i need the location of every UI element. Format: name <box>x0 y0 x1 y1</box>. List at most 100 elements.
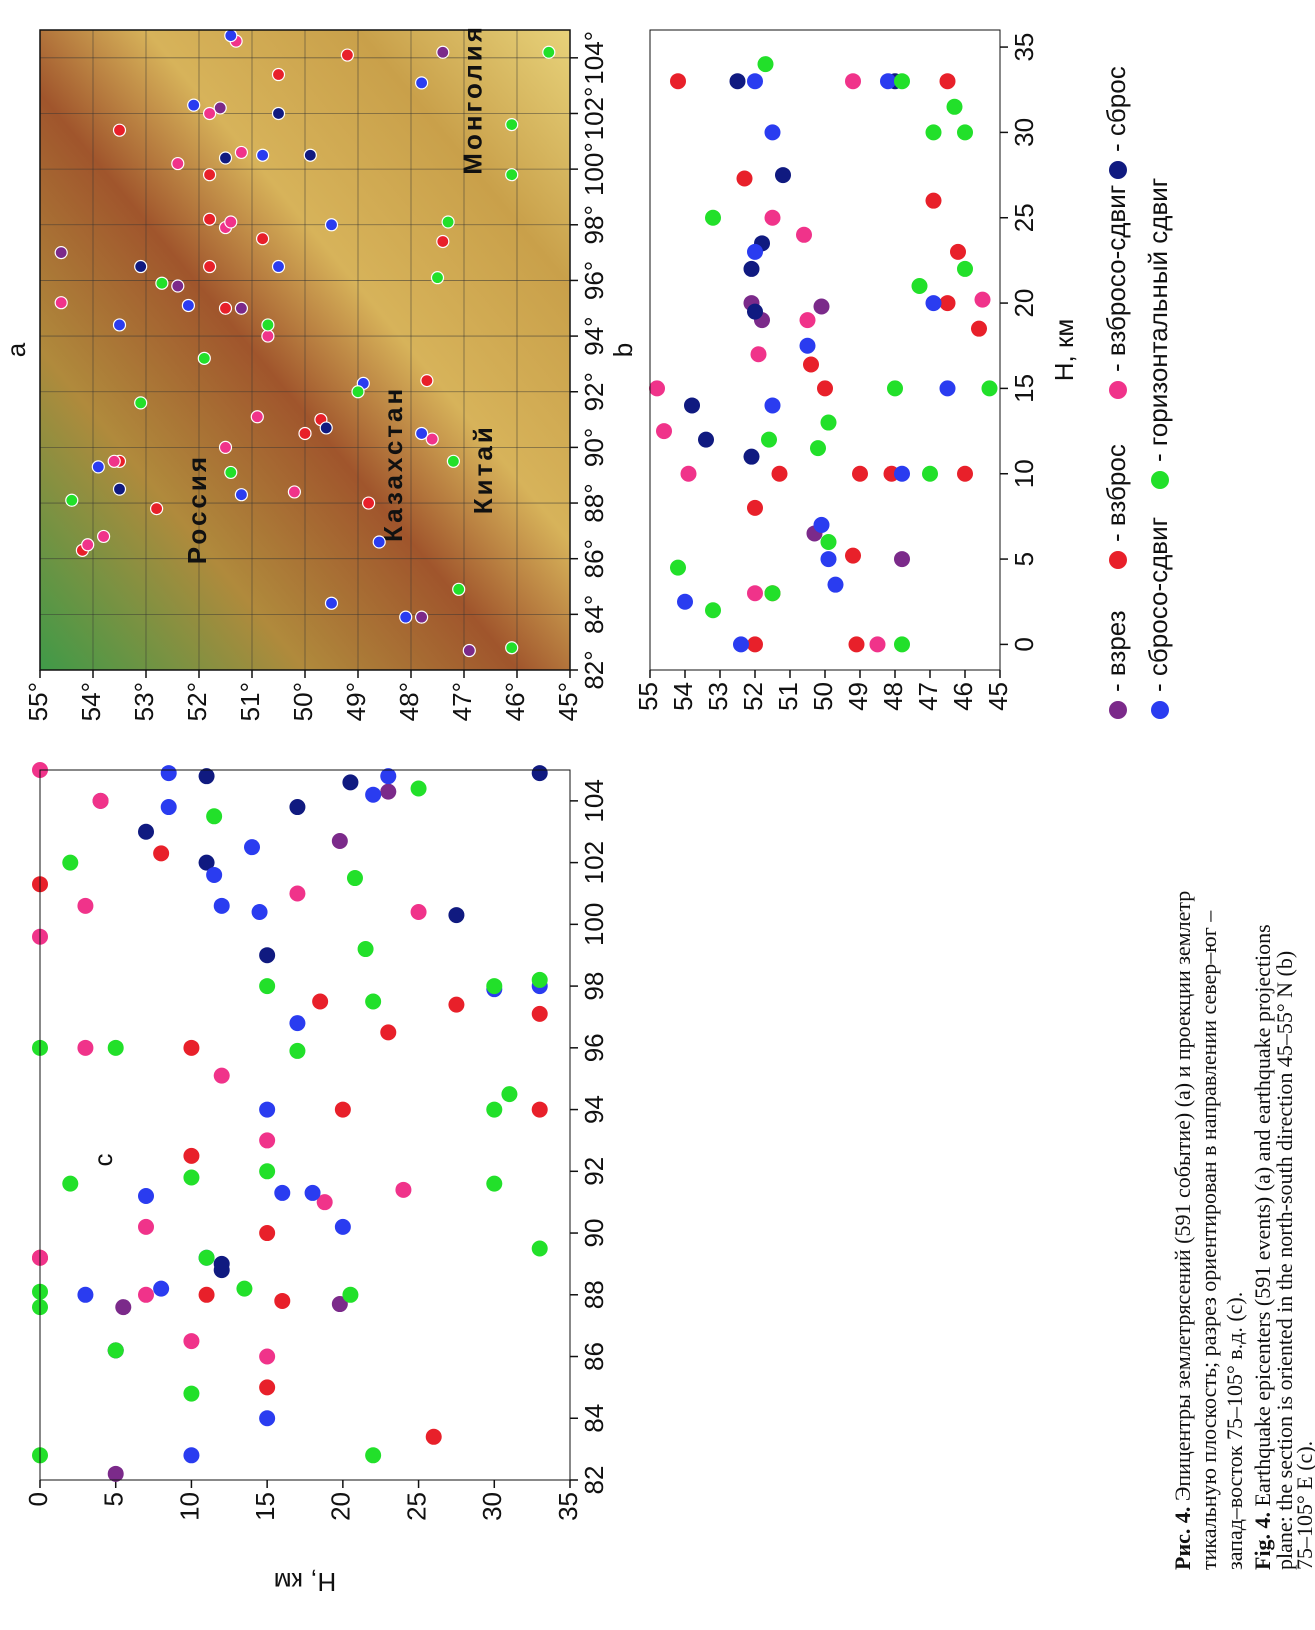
plot-frame <box>650 30 1000 670</box>
point <box>326 219 338 231</box>
point <box>894 636 910 652</box>
point <box>252 904 268 920</box>
y-tick-label: 51° <box>235 682 265 721</box>
point <box>108 455 120 467</box>
point <box>352 386 364 398</box>
point <box>257 149 269 161</box>
point <box>66 494 78 506</box>
x-tick-label: 96 <box>579 1033 609 1062</box>
caption-ru-1: Рис. 4. Эпицентры землетрясений (591 соб… <box>1170 891 1195 1570</box>
x-tick-label: 82 <box>579 1466 609 1495</box>
point <box>947 99 963 115</box>
point <box>358 941 374 957</box>
point <box>543 46 555 58</box>
point <box>335 1219 351 1235</box>
point <box>849 636 865 652</box>
y-tick-label: 47 <box>913 682 943 711</box>
y-tick-label: 15 <box>250 1492 280 1521</box>
point <box>437 46 449 58</box>
point <box>380 1024 396 1040</box>
y-tick-label: 55 <box>633 682 663 711</box>
y-tick-label: 0 <box>23 1492 53 1506</box>
point <box>730 73 746 89</box>
x-tick-label: 100° <box>579 142 609 196</box>
point <box>765 397 781 413</box>
point <box>304 149 316 161</box>
point <box>62 855 78 871</box>
y-axis-label: H, км <box>274 1567 336 1597</box>
point <box>135 397 147 409</box>
point <box>486 1176 502 1192</box>
y-tick-label: 52 <box>738 682 768 711</box>
point <box>206 808 222 824</box>
point <box>747 500 763 516</box>
caption-ru-label: Рис. 4. <box>1170 1507 1195 1570</box>
legend-label: - сбросо-сдвиг <box>1143 517 1173 692</box>
legend-swatch <box>1109 701 1127 719</box>
x-tick-label: 94° <box>579 316 609 355</box>
point <box>115 1299 131 1315</box>
point <box>922 466 938 482</box>
point <box>305 1185 321 1201</box>
point <box>236 1281 252 1297</box>
point <box>77 898 93 914</box>
point <box>437 235 449 247</box>
point <box>926 295 942 311</box>
point <box>532 1240 548 1256</box>
point <box>416 427 428 439</box>
x-tick-label: 102 <box>579 841 609 884</box>
legend-label: - взбросо-сдвиг <box>1101 185 1131 372</box>
point <box>108 1466 124 1482</box>
y-tick-label: 55° <box>23 682 53 721</box>
point <box>183 1148 199 1164</box>
point <box>845 73 861 89</box>
point <box>705 602 721 618</box>
x-tick-label: 98 <box>579 972 609 1001</box>
point <box>912 278 928 294</box>
point <box>220 152 232 164</box>
x-tick-label: 25 <box>1009 203 1039 232</box>
point <box>957 261 973 277</box>
point <box>251 411 263 423</box>
x-tick-label: 88° <box>579 483 609 522</box>
panel-label: a <box>1 342 31 357</box>
point <box>259 1410 275 1426</box>
point <box>244 839 260 855</box>
point <box>55 297 67 309</box>
legend-swatch <box>1151 471 1169 489</box>
point <box>259 1349 275 1365</box>
point <box>274 1293 290 1309</box>
point <box>463 645 475 657</box>
point <box>342 1287 358 1303</box>
map-label: Китай <box>468 424 498 514</box>
x-tick-label: 86 <box>579 1342 609 1371</box>
x-tick-label: 98° <box>579 205 609 244</box>
point <box>262 330 274 342</box>
point <box>772 466 788 482</box>
point <box>828 577 844 593</box>
point <box>259 978 275 994</box>
point <box>940 295 956 311</box>
point <box>273 69 285 81</box>
point <box>395 1182 411 1198</box>
point <box>705 210 721 226</box>
page: Рис. 4. Эпицентры землетрясений (591 соб… <box>0 0 1315 1630</box>
x-axis-label: H, км <box>1049 319 1079 381</box>
point <box>894 551 910 567</box>
x-tick-label: 90° <box>579 428 609 467</box>
y-tick-label: 51 <box>773 682 803 711</box>
legend-label: - горизонтальный сдвиг <box>1143 178 1173 462</box>
legend-swatch <box>1109 551 1127 569</box>
point <box>114 483 126 495</box>
x-tick-label: 92° <box>579 372 609 411</box>
point <box>982 380 998 396</box>
point <box>957 466 973 482</box>
y-tick-label: 50° <box>288 682 318 721</box>
point <box>225 30 237 42</box>
point <box>845 548 861 564</box>
x-tick-label: 20 <box>1009 289 1039 318</box>
caption-ru-3: запад–восток 75–105° в.д. (c). <box>1222 1292 1247 1570</box>
point <box>821 551 837 567</box>
point <box>199 1287 215 1303</box>
panel-label: b <box>608 343 638 357</box>
